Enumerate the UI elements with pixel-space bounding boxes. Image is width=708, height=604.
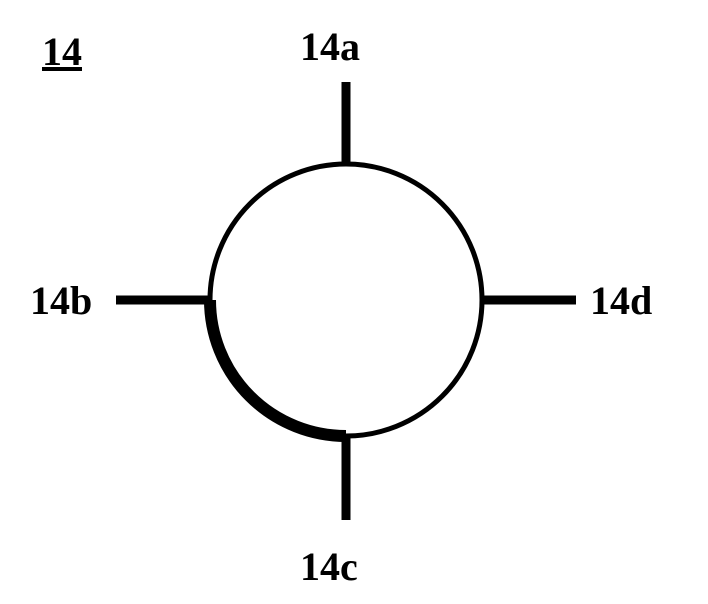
diagram-title: 14 <box>42 29 82 74</box>
diagram-canvas: 14 14a 14b 14c 14d <box>0 0 708 604</box>
port-c-label: 14c <box>300 544 358 589</box>
connection-arc <box>210 300 346 436</box>
port-d-label: 14d <box>590 278 652 323</box>
port-b-label: 14b <box>30 278 92 323</box>
port-a-label: 14a <box>300 24 360 69</box>
